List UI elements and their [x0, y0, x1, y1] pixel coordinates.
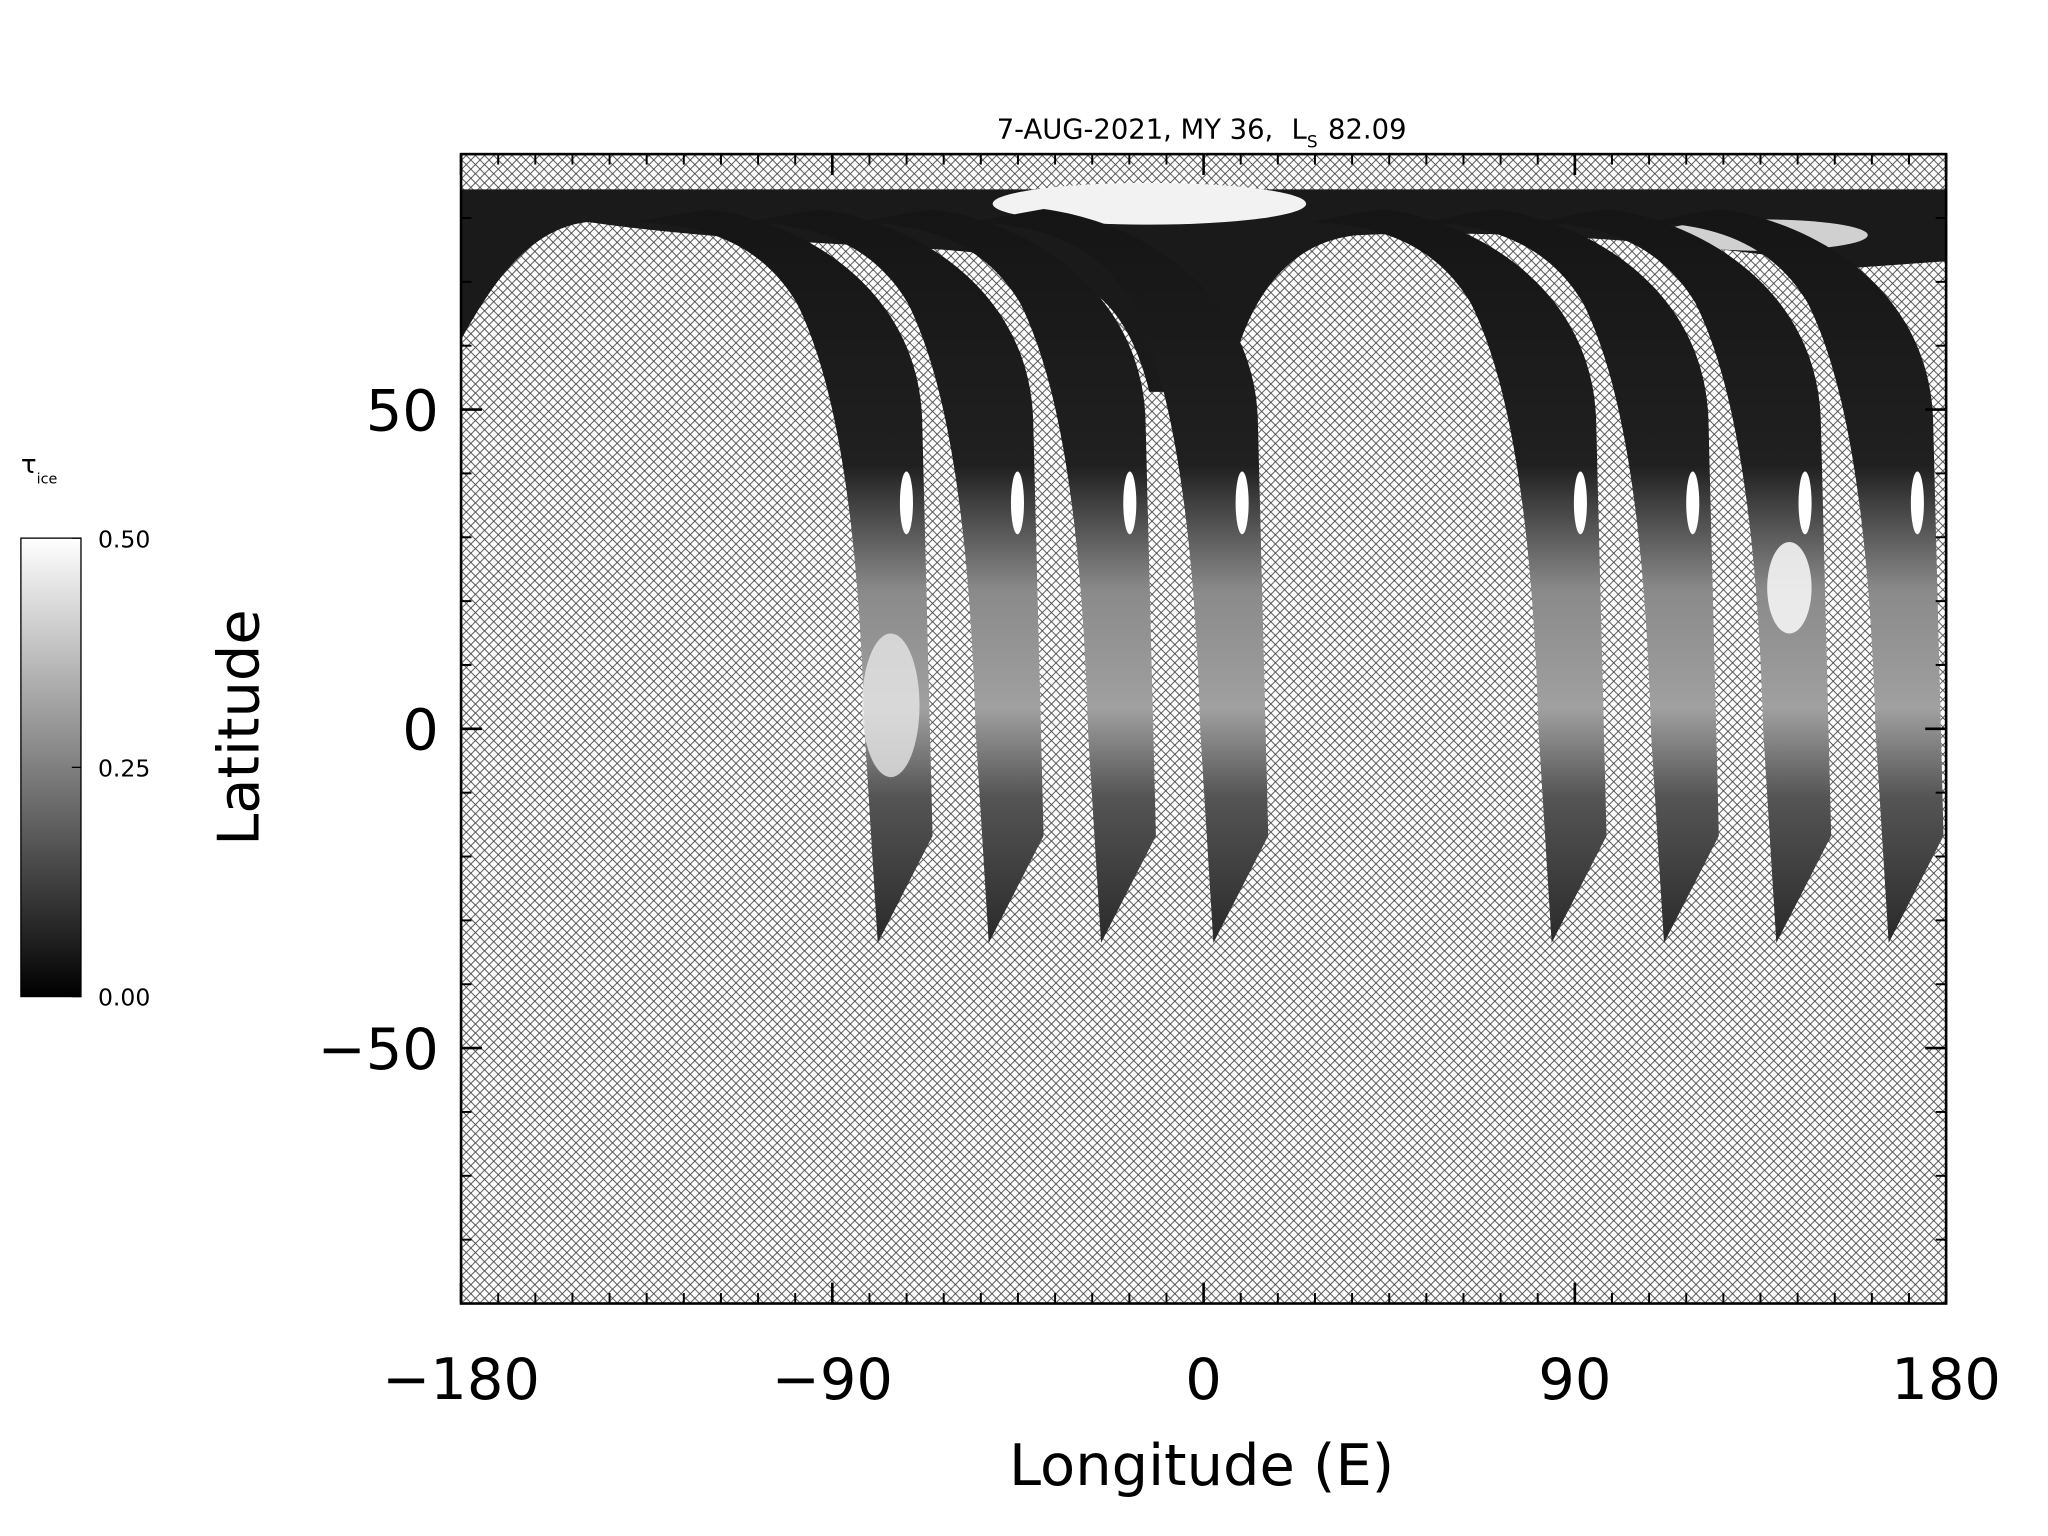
cloud [1767, 542, 1812, 634]
chart-title: 7-AUG-2021, MY 36, LS 82.09 [997, 114, 1407, 152]
x-tick-label: 0 [1185, 1346, 1222, 1413]
colorbar-subscript: ice [37, 471, 58, 487]
orbit-gap [1235, 471, 1249, 535]
y-tick-label: 50 [366, 377, 439, 444]
colorbar-tick-label: 0.00 [98, 984, 150, 1012]
x-tick-label: −180 [382, 1346, 540, 1413]
colorbar-tick-label: 0.25 [98, 754, 150, 782]
orbit-gap [899, 471, 913, 535]
axes: −180 −90 0 90 180 −50 0 50 0.00 0.25 0.50 [71, 154, 2001, 1413]
colorbar-label: τice [21, 450, 58, 487]
swath [859, 208, 1156, 944]
title-subscript: S [1307, 133, 1318, 153]
x-tick-label: 90 [1538, 1346, 1611, 1413]
orbit-gap [1123, 471, 1137, 535]
colorbar [20, 537, 82, 998]
cloud [862, 633, 920, 778]
y-tick-label: 0 [402, 697, 439, 764]
swath [1422, 208, 1719, 944]
swath [636, 208, 933, 944]
colorbar-symbol: τ [21, 450, 37, 480]
swath [747, 208, 1044, 944]
swath [1534, 208, 1832, 944]
swath [971, 208, 1269, 944]
orbit-gap [1010, 471, 1024, 535]
colorbar-tick-label: 0.50 [98, 525, 150, 553]
x-axis-label: Longitude (E) [1009, 1432, 1394, 1499]
y-axis-label: Latitude [206, 609, 273, 845]
orbit-gap [1573, 471, 1587, 535]
map-image [461, 154, 1947, 1304]
title-value: 82.09 [1328, 114, 1406, 145]
title-symbol: L [1292, 114, 1308, 145]
orbit-gap [1910, 471, 1924, 535]
x-tick-label: −90 [772, 1346, 893, 1413]
swath [1310, 208, 1607, 944]
orbit-gap [1686, 471, 1700, 535]
swath [1647, 208, 1944, 944]
swaths [636, 208, 1944, 944]
orbit-gap [1798, 471, 1812, 535]
y-tick-label: −50 [318, 1016, 439, 1083]
x-tick-label: 180 [1891, 1346, 2001, 1413]
title-text: 7-AUG-2021, MY 36, [997, 114, 1274, 145]
